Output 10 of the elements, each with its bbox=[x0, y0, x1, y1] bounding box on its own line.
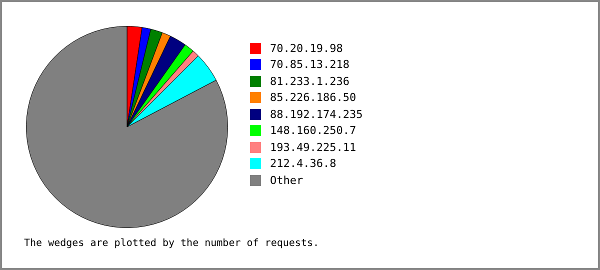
legend-label: 88.192.174.235 bbox=[270, 108, 363, 121]
text: The wedges are plotted by the number of requests. bbox=[24, 238, 320, 249]
legend-label: 193.49.225.11 bbox=[270, 140, 356, 154]
legend-label: 212.4.36.8 bbox=[270, 157, 336, 170]
legend-label: Other bbox=[270, 174, 304, 187]
legend-label: 81.233.1.236 bbox=[270, 74, 350, 88]
legend-label: 70.85.13.218 bbox=[270, 58, 350, 72]
legend-label: 85.226.186.50 bbox=[270, 91, 356, 104]
legend-label: 148.160.250.7 bbox=[270, 124, 356, 138]
legend-label: 70.20.19.98 bbox=[270, 42, 343, 55]
